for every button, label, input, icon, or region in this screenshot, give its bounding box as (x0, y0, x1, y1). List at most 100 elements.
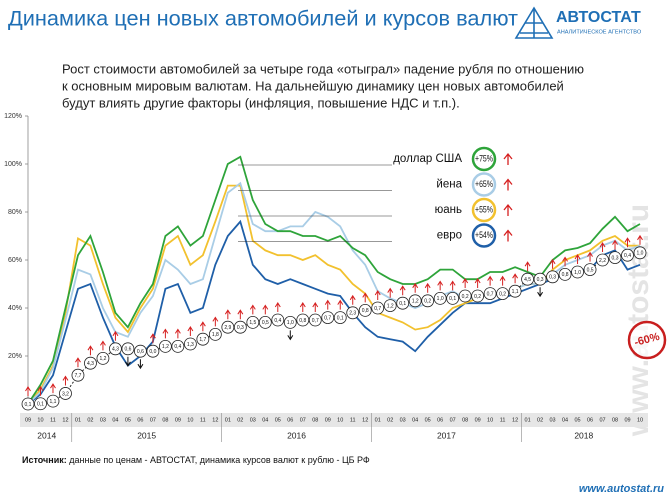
up-arrow (75, 357, 81, 368)
price-change-label: 1,7 (199, 337, 206, 343)
price-marker (258, 315, 272, 329)
change-badge (471, 223, 497, 248)
up-arrow (112, 330, 119, 341)
price-change-label: 0,1 (399, 301, 406, 307)
price-change-label: 0,5 (587, 267, 594, 273)
up-arrow (237, 309, 244, 320)
price-marker (496, 287, 510, 301)
x-tick-label: 07 (450, 417, 456, 423)
legend-label: юань (435, 204, 462, 216)
x-tick-label: 09 (325, 417, 331, 423)
price-marker (433, 291, 447, 305)
up-arrow (87, 345, 94, 356)
legend-label: йена (436, 179, 462, 191)
x-tick-label: 07 (599, 417, 605, 423)
price-marker (221, 320, 235, 334)
up-arrow (562, 256, 568, 267)
x-tick-label: 03 (400, 417, 406, 423)
x-tick-label: 01 (375, 417, 381, 423)
legend-label: евро (437, 230, 462, 242)
price-change-label: 4,3 (112, 347, 119, 353)
x-tick-label: 12 (512, 417, 518, 423)
subtitle-line: к основным мировым валютам. На дальнейшу… (62, 78, 564, 93)
x-axis-band (20, 413, 648, 427)
price-change-label: 2,2 (599, 258, 606, 264)
up-arrow (503, 229, 513, 242)
up-arrow (503, 178, 513, 191)
source-label: Источник: (22, 455, 67, 465)
logo-name: АВТОСТАТ (556, 9, 641, 26)
subtitle-line: Рост стоимости автомобилей за четыре год… (62, 61, 584, 76)
x-tick-label: 09 (475, 417, 481, 423)
legend-label: доллар США (393, 153, 462, 165)
price-change-label: 1,0 (287, 320, 294, 326)
up-arrow (424, 282, 431, 293)
price-marker (271, 313, 285, 327)
price-marker (371, 301, 385, 315)
source-text: данные по ценам - АВТОСТАТ, динамика кур… (67, 455, 370, 465)
price-marker (571, 265, 584, 279)
price-marker (321, 311, 335, 325)
price-marker (596, 253, 609, 267)
down-arrow (537, 287, 544, 298)
logo-icon (514, 6, 554, 39)
y-tick-label: 100% (4, 161, 22, 168)
price-change-label: 1,5 (249, 320, 256, 326)
price-change-label: 0,1 (337, 315, 344, 321)
x-tick-label: 11 (500, 417, 506, 423)
year-label: 2016 (287, 430, 306, 440)
up-arrow (162, 328, 169, 339)
price-marker (408, 294, 422, 308)
price-change-label: 1,2 (412, 299, 419, 305)
price-marker (233, 320, 247, 334)
y-tick-label: 60% (8, 257, 22, 264)
price-change-label: 1,2 (162, 344, 169, 350)
up-arrow (62, 375, 69, 386)
x-tick-label: 04 (412, 417, 418, 423)
price-marker (46, 394, 60, 408)
up-arrow (149, 333, 156, 344)
price-change-label: 0,7 (487, 291, 494, 297)
up-arrow (449, 280, 456, 291)
up-arrow (474, 278, 481, 288)
subtitle: Рост стоимости автомобилей за четыре год… (62, 61, 584, 110)
price-marker (121, 342, 135, 356)
price-change-label: 0,4 (174, 344, 181, 350)
price-change-label: 1,8 (212, 332, 219, 338)
year-label: 2017 (437, 430, 456, 440)
up-arrow (412, 282, 419, 293)
change-badge (471, 146, 497, 172)
x-tick-label: 10 (337, 417, 343, 423)
price-marker (383, 299, 397, 313)
price-change-label: 0,7 (374, 306, 381, 312)
up-arrow (25, 386, 31, 396)
price-change-label: 0,3 (537, 277, 544, 283)
price-marker (34, 397, 47, 411)
up-arrow (312, 302, 319, 312)
price-marker (421, 294, 435, 308)
price-change-label: 0,4 (624, 253, 631, 259)
up-arrow (212, 316, 219, 327)
footer-url: www.autostat.ru (579, 483, 664, 495)
price-change-label: 0,8 (362, 308, 369, 314)
x-tick-label: 04 (112, 417, 118, 423)
up-arrow (399, 285, 406, 296)
price-marker (546, 270, 559, 284)
price-change-label: 0,3 (237, 325, 244, 331)
up-arrow (362, 292, 369, 303)
up-arrow (462, 278, 469, 288)
x-tick-label: 05 (425, 417, 431, 423)
up-arrow (487, 275, 494, 286)
price-marker (521, 272, 534, 286)
price-marker (308, 313, 322, 327)
y-tick-label: 80% (8, 209, 22, 216)
up-arrow (37, 385, 44, 396)
price-marker (558, 267, 572, 281)
x-tick-label: 11 (350, 417, 356, 423)
price-change-label: 1,2 (99, 356, 106, 362)
change-badge-label: +54% (475, 230, 493, 240)
price-change-label: 0,2 (474, 294, 481, 300)
x-tick-label: 01 (225, 417, 231, 423)
x-tick-label: 02 (87, 417, 93, 423)
